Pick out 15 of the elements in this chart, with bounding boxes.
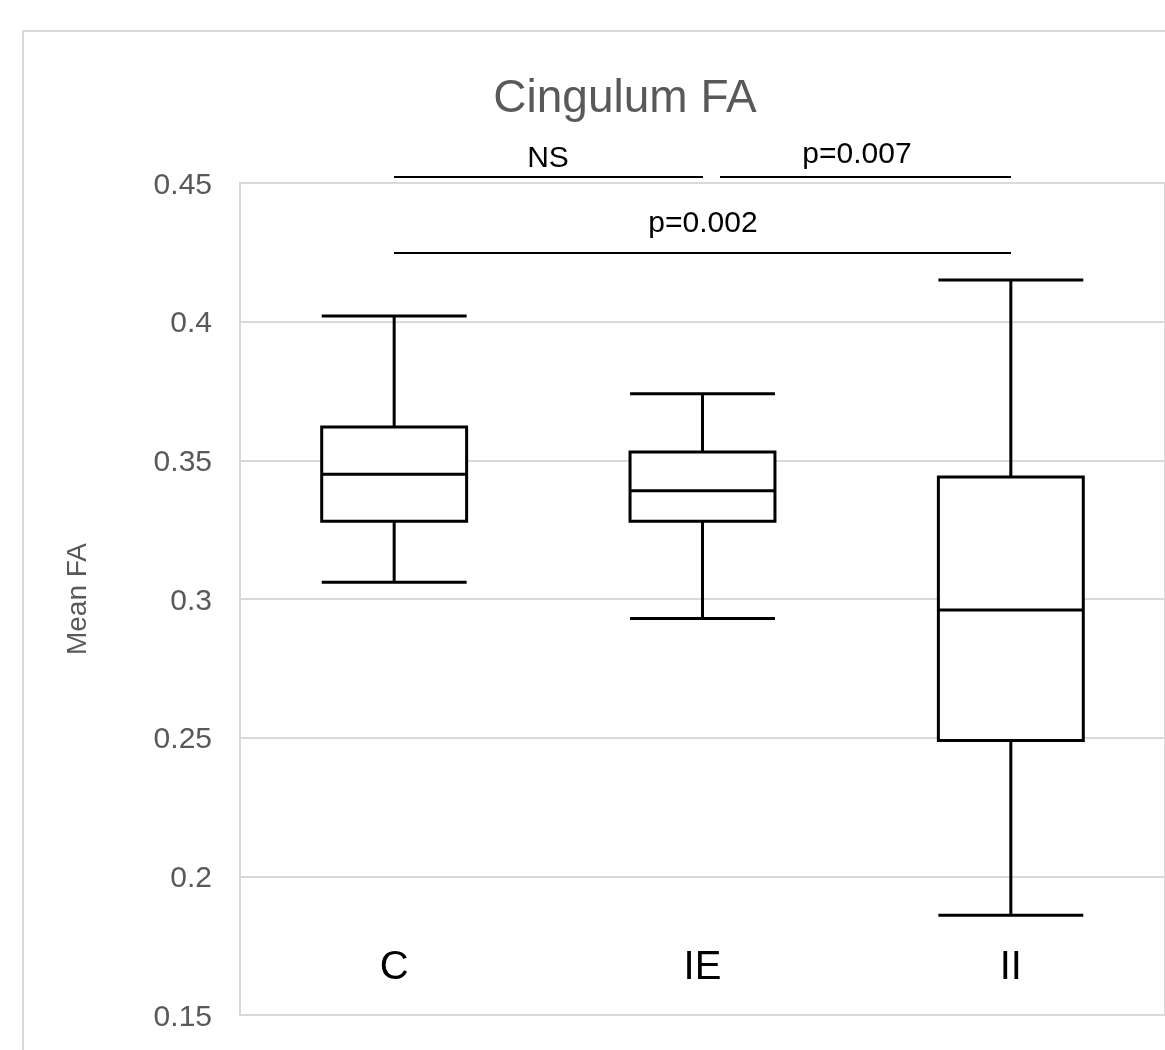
annotation: p=0.002 bbox=[648, 205, 758, 239]
y-tick-label: 0.25 bbox=[153, 721, 212, 755]
y-tick-label: 0.4 bbox=[170, 305, 212, 339]
x-tick-label: II bbox=[999, 943, 1022, 987]
y-tick-label: 0.35 bbox=[153, 443, 212, 477]
x-tick-label: C bbox=[379, 943, 409, 987]
text: NS bbox=[527, 140, 569, 174]
chart-title: Cingulum FA bbox=[493, 70, 757, 122]
x-tick-label: IE bbox=[683, 943, 722, 987]
y-tick-label: 0.3 bbox=[170, 582, 212, 616]
text: p=0.007 bbox=[802, 136, 912, 170]
y-tick-label: 0.45 bbox=[153, 166, 212, 200]
y-axis-title: Mean FA bbox=[60, 542, 92, 656]
y-tick-label: 0.15 bbox=[153, 998, 212, 1032]
y-tick-label: 0.2 bbox=[170, 859, 212, 893]
